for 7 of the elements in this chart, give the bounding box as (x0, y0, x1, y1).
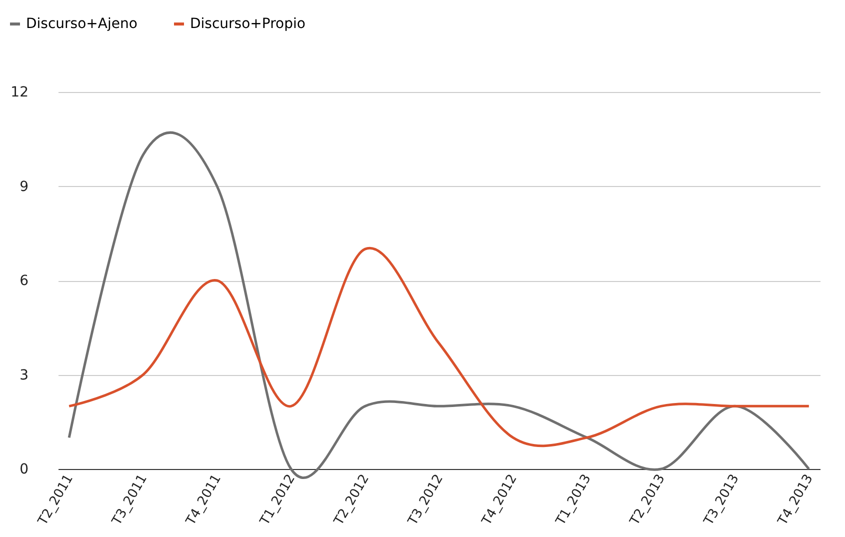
y-tick-label: 6 (20, 273, 29, 289)
legend-label: Discurso+Ajeno (26, 16, 138, 32)
y-tick-label: 3 (20, 367, 28, 384)
y-tick-label: 9 (20, 178, 28, 195)
legend-label: Discurso+Propio (190, 16, 306, 32)
y-tick-label: 12 (10, 84, 28, 100)
y-tick-label: 0 (20, 462, 28, 478)
